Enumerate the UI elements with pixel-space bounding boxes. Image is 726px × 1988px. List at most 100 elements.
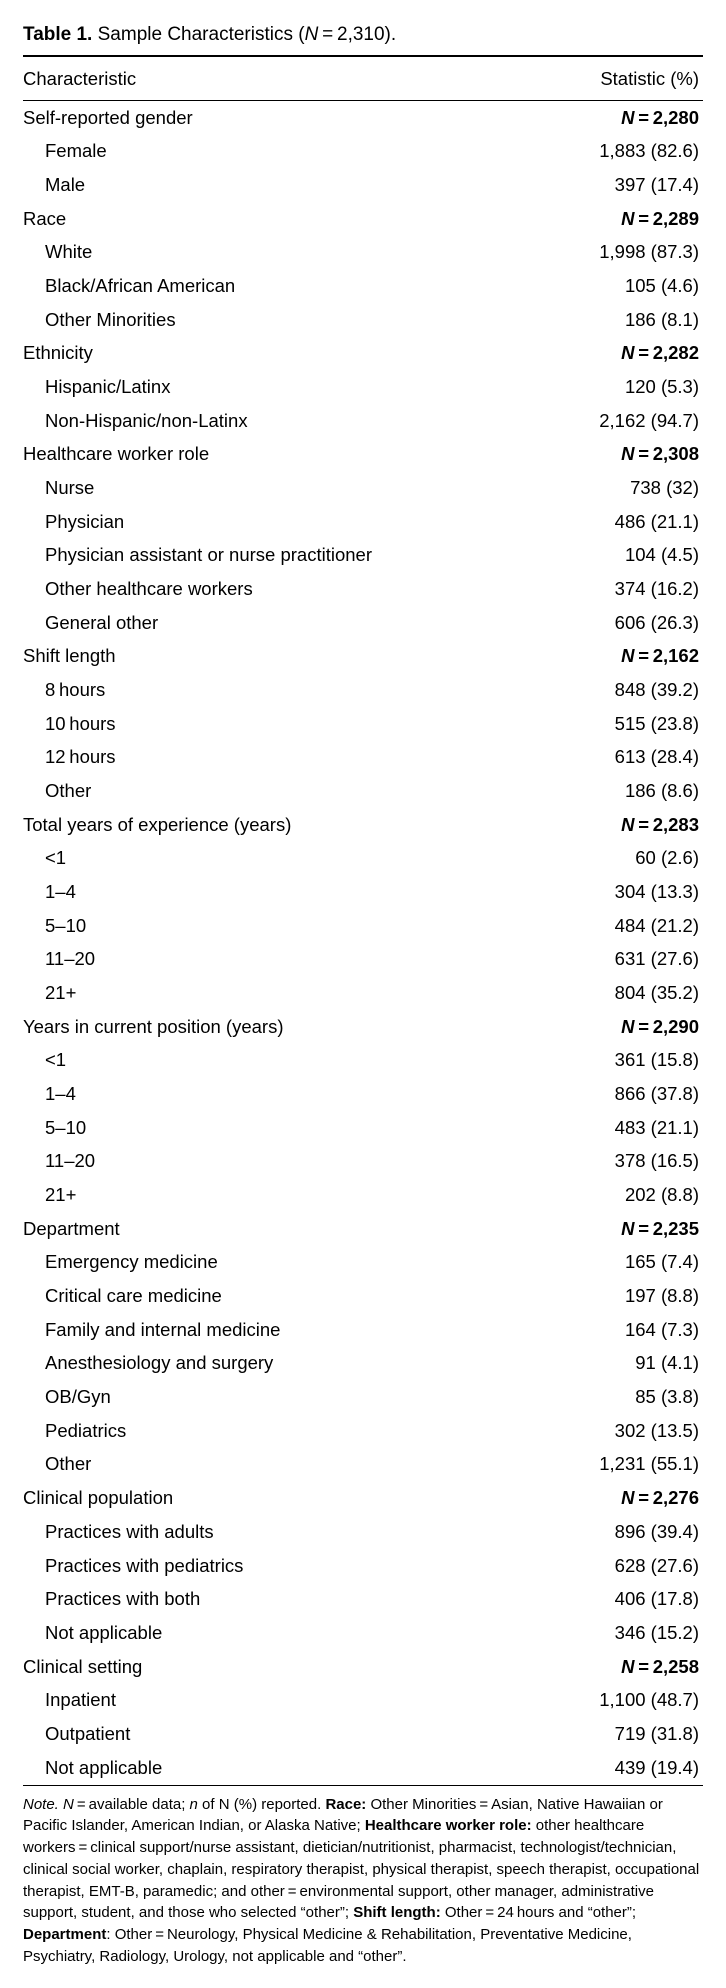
row-label: 1–4 — [23, 876, 546, 910]
section-n: N = 2,289 — [546, 202, 703, 236]
section-n: N = 2,283 — [546, 808, 703, 842]
row-label: Family and internal medicine — [23, 1313, 546, 1347]
row-label: 8 hours — [23, 674, 546, 708]
row-label: Male — [23, 168, 546, 202]
row-value: 91 (4.1) — [546, 1347, 703, 1381]
row-label: Practices with pediatrics — [23, 1549, 546, 1583]
row-value: 165 (7.4) — [546, 1246, 703, 1280]
row-value: 105 (4.6) — [546, 269, 703, 303]
title-prefix: Table 1. — [23, 24, 92, 45]
row-label: General other — [23, 606, 546, 640]
row-label: Other — [23, 1448, 546, 1482]
row-value: 60 (2.6) — [546, 842, 703, 876]
row-value: 896 (39.4) — [546, 1515, 703, 1549]
row-value: 1,231 (55.1) — [546, 1448, 703, 1482]
row-value: 439 (19.4) — [546, 1751, 703, 1785]
row-label: 12 hours — [23, 741, 546, 775]
section-label: Self-reported gender — [23, 101, 546, 135]
section-label: Years in current position (years) — [23, 1010, 546, 1044]
row-value: 719 (31.8) — [546, 1717, 703, 1751]
section-n: N = 2,282 — [546, 337, 703, 371]
row-value: 378 (16.5) — [546, 1145, 703, 1179]
row-value: 1,998 (87.3) — [546, 236, 703, 270]
note-dept: : Other = Neurology, Physical Medicine &… — [23, 1926, 632, 1965]
row-label: Black/African American — [23, 269, 546, 303]
section-label: Department — [23, 1212, 546, 1246]
row-label: Anesthesiology and surgery — [23, 1347, 546, 1381]
row-value: 346 (15.2) — [546, 1616, 703, 1650]
table-note: Note. N = available data; n of N (%) rep… — [23, 1786, 703, 1968]
note-race-hd: Race: — [325, 1796, 366, 1813]
row-value: 1,883 (82.6) — [546, 135, 703, 169]
note-body2: of N (%) reported. — [198, 1796, 326, 1813]
section-n: N = 2,162 — [546, 640, 703, 674]
section-label: Shift length — [23, 640, 546, 674]
row-value: 631 (27.6) — [546, 943, 703, 977]
note-n1: N — [63, 1796, 74, 1813]
section-n: N = 2,276 — [546, 1482, 703, 1516]
row-value: 202 (8.8) — [546, 1179, 703, 1213]
row-label: Emergency medicine — [23, 1246, 546, 1280]
row-value: 197 (8.8) — [546, 1280, 703, 1314]
row-label: OB/Gyn — [23, 1381, 546, 1415]
row-value: 186 (8.1) — [546, 303, 703, 337]
row-label: Practices with adults — [23, 1515, 546, 1549]
row-label: Other Minorities — [23, 303, 546, 337]
row-value: 1,100 (48.7) — [546, 1684, 703, 1718]
note-body1: = available data; — [74, 1796, 190, 1813]
row-value: 515 (23.8) — [546, 707, 703, 741]
section-label: Race — [23, 202, 546, 236]
row-value: 406 (17.8) — [546, 1583, 703, 1617]
row-label: Non-Hispanic/non-Latinx — [23, 404, 546, 438]
row-value: 848 (39.2) — [546, 674, 703, 708]
row-label: Hispanic/Latinx — [23, 370, 546, 404]
title-eq: = 2,310). — [318, 24, 396, 45]
section-n: N = 2,258 — [546, 1650, 703, 1684]
row-value: 361 (15.8) — [546, 1044, 703, 1078]
note-n2: n — [190, 1796, 198, 1813]
section-n: N = 2,280 — [546, 101, 703, 135]
note-shift: Other = 24 hours and “other”; — [441, 1904, 636, 1921]
row-label: Other — [23, 775, 546, 809]
note-prefix: Note. — [23, 1796, 63, 1813]
row-label: Practices with both — [23, 1583, 546, 1617]
section-n: N = 2,308 — [546, 438, 703, 472]
row-value: 104 (4.5) — [546, 539, 703, 573]
section-n: N = 2,235 — [546, 1212, 703, 1246]
title-text: Sample Characteristics ( — [92, 24, 304, 45]
row-value: 304 (13.3) — [546, 876, 703, 910]
row-label: 10 hours — [23, 707, 546, 741]
row-value: 628 (27.6) — [546, 1549, 703, 1583]
row-label: Physician assistant or nurse practitione… — [23, 539, 546, 573]
row-label: Female — [23, 135, 546, 169]
row-label: 11–20 — [23, 943, 546, 977]
section-label: Clinical population — [23, 1482, 546, 1516]
note-dept-hd: Department — [23, 1926, 106, 1943]
row-label: Not applicable — [23, 1616, 546, 1650]
header-characteristic: Characteristic — [23, 57, 546, 100]
row-value: 483 (21.1) — [546, 1111, 703, 1145]
row-label: Other healthcare workers — [23, 573, 546, 607]
row-value: 302 (13.5) — [546, 1414, 703, 1448]
section-label: Clinical setting — [23, 1650, 546, 1684]
characteristics-table: Characteristic Statistic (%) Self-report… — [23, 57, 703, 1785]
row-label: Critical care medicine — [23, 1280, 546, 1314]
row-value: 484 (21.2) — [546, 909, 703, 943]
row-label: <1 — [23, 842, 546, 876]
row-value: 866 (37.8) — [546, 1078, 703, 1112]
row-value: 120 (5.3) — [546, 370, 703, 404]
row-label: Outpatient — [23, 1717, 546, 1751]
row-value: 186 (8.6) — [546, 775, 703, 809]
row-label: 21+ — [23, 1179, 546, 1213]
header-statistic: Statistic (%) — [546, 57, 703, 100]
section-n: N = 2,290 — [546, 1010, 703, 1044]
row-label: 1–4 — [23, 1078, 546, 1112]
row-value: 85 (3.8) — [546, 1381, 703, 1415]
row-label: 11–20 — [23, 1145, 546, 1179]
section-label: Total years of experience (years) — [23, 808, 546, 842]
row-label: Inpatient — [23, 1684, 546, 1718]
note-hcw-hd: Healthcare worker role: — [365, 1817, 532, 1834]
row-label: 21+ — [23, 977, 546, 1011]
row-label: Not applicable — [23, 1751, 546, 1785]
title-n: N — [305, 24, 319, 45]
